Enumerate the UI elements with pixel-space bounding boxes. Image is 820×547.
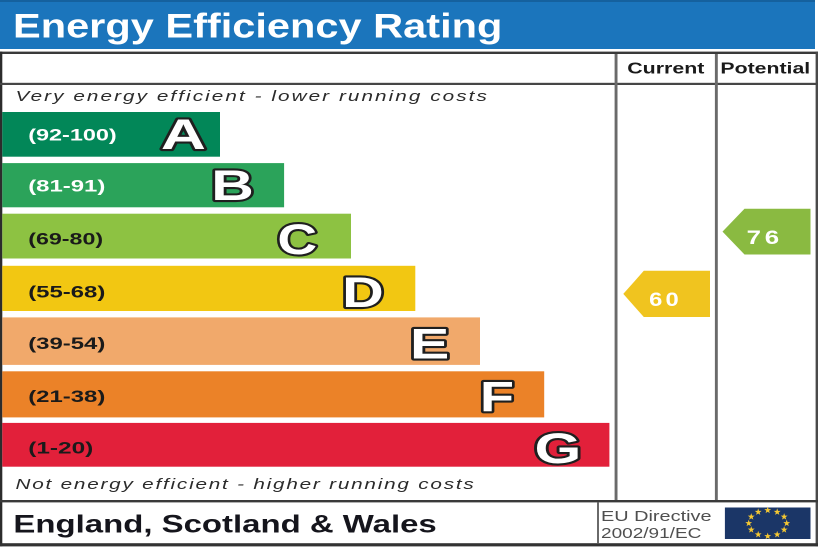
svg-text:C: C: [277, 216, 317, 264]
svg-text:76: 76: [747, 226, 783, 248]
svg-text:Very energy efficient - lower: Very energy efficient - lower running co…: [16, 88, 489, 105]
svg-text:D: D: [342, 268, 384, 316]
svg-text:(21-38): (21-38): [28, 388, 105, 406]
svg-text:B: B: [211, 161, 254, 209]
svg-text:(92-100): (92-100): [28, 127, 117, 145]
svg-text:2002/91/EC: 2002/91/EC: [601, 525, 701, 542]
svg-text:(69-80): (69-80): [28, 231, 103, 249]
svg-text:(39-54): (39-54): [28, 334, 105, 352]
svg-text:E: E: [410, 319, 449, 367]
svg-text:Not energy efficient - higher: Not energy efficient - higher running co…: [16, 476, 476, 493]
svg-text:F: F: [480, 372, 514, 420]
svg-text:EU Directive: EU Directive: [601, 507, 712, 524]
svg-text:(55-68): (55-68): [28, 283, 105, 301]
svg-text:England, Scotland & Wales: England, Scotland & Wales: [13, 511, 436, 538]
svg-text:Energy Efficiency Rating: Energy Efficiency Rating: [13, 8, 502, 46]
svg-text:G: G: [534, 425, 581, 473]
svg-text:(1-20): (1-20): [28, 439, 93, 457]
svg-text:A: A: [161, 111, 206, 158]
svg-text:60: 60: [649, 289, 682, 310]
svg-text:Potential: Potential: [720, 59, 810, 77]
svg-text:(81-91): (81-91): [28, 177, 105, 195]
svg-text:Current: Current: [627, 59, 705, 77]
